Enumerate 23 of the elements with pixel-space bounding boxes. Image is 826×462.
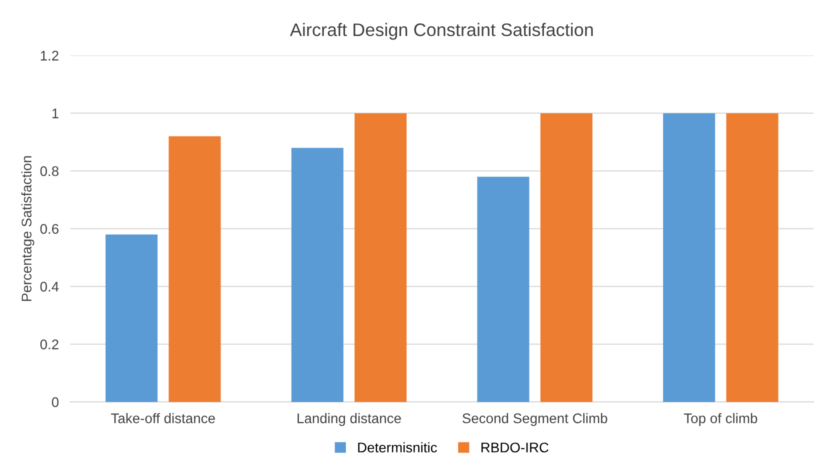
y-tick-label: 1 <box>52 108 58 118</box>
bar <box>354 113 407 402</box>
chart-title: Aircraft Design Constraint Satisfaction <box>290 22 593 40</box>
y-tick-label: 0.6 <box>40 224 58 234</box>
x-tick-label: Second Segment Climb <box>462 413 608 426</box>
bar <box>540 113 592 402</box>
bar <box>477 176 530 402</box>
x-tick-label: Take-off distance <box>111 413 215 424</box>
y-tick-label: 0.8 <box>40 166 58 176</box>
bar <box>726 113 778 402</box>
bar <box>168 136 221 402</box>
y-axis-title: Percentage Satisfaction <box>21 156 34 301</box>
bar <box>106 234 158 402</box>
legend-label: RBDO-IRC <box>481 442 548 452</box>
y-tick-label: 0.4 <box>40 282 59 292</box>
bar <box>663 113 716 402</box>
bar <box>291 148 344 402</box>
y-tick-label: 1.2 <box>40 50 58 60</box>
x-tick-label: Landing distance <box>298 413 401 426</box>
x-tick-label: Top of climb <box>684 413 758 426</box>
y-tick-label: 0 <box>52 397 59 408</box>
legend-label: Determisnitic <box>358 442 437 452</box>
y-tick-label: 0.2 <box>40 340 58 350</box>
